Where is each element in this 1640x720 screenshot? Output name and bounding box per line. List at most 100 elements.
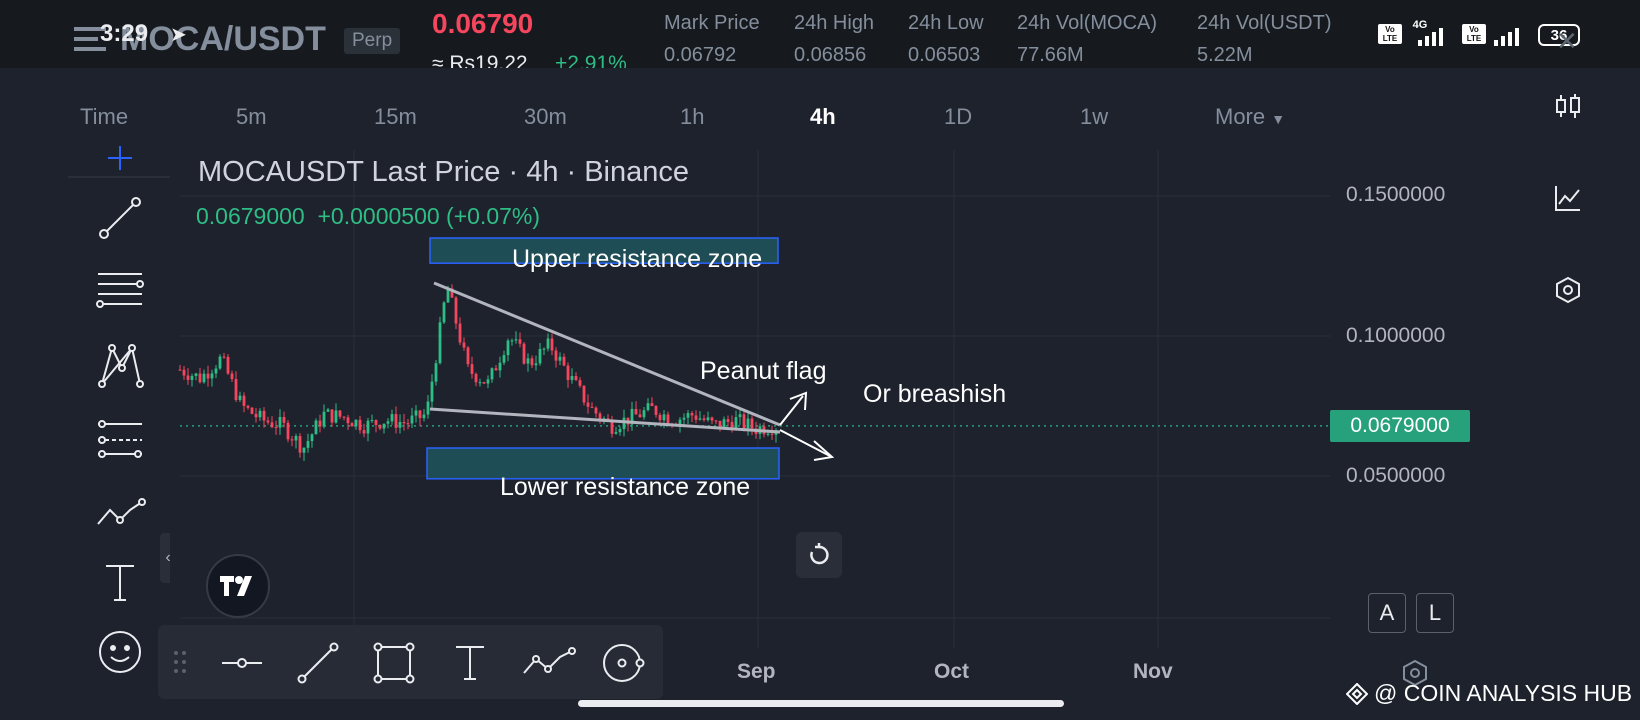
candle-body bbox=[214, 368, 218, 374]
tab-1d[interactable]: 1D bbox=[944, 104, 973, 129]
candle-body bbox=[730, 421, 734, 429]
candle-body bbox=[530, 358, 534, 366]
candle-body bbox=[450, 288, 454, 298]
path-icon[interactable] bbox=[90, 484, 150, 544]
upper-zone-label[interactable]: Upper resistance zone bbox=[512, 245, 763, 273]
lower-trend-line bbox=[429, 407, 781, 434]
candle-body bbox=[710, 417, 714, 421]
candle-body bbox=[454, 297, 458, 324]
text-tool-icon[interactable] bbox=[90, 552, 150, 612]
candle-body bbox=[462, 342, 466, 348]
candle-body bbox=[238, 395, 242, 400]
candle-body bbox=[222, 356, 226, 358]
navigation-arrow-icon: ➤ bbox=[170, 24, 187, 46]
candle-body bbox=[726, 419, 730, 422]
rectangle-icon[interactable] bbox=[372, 641, 416, 690]
stat-value: 0.06792 bbox=[664, 44, 737, 66]
candle-body bbox=[434, 363, 438, 382]
auto-scale-button[interactable]: A bbox=[1368, 593, 1406, 633]
emoji-icon[interactable] bbox=[90, 622, 150, 682]
fib-lines-icon[interactable] bbox=[90, 262, 150, 322]
tab-4h[interactable]: 4h bbox=[810, 104, 836, 129]
candle-body bbox=[642, 410, 646, 418]
settings-hex-icon[interactable] bbox=[1546, 268, 1590, 312]
candle-body bbox=[606, 418, 610, 420]
resistance-zones bbox=[426, 237, 780, 480]
tab-15m[interactable]: 15m bbox=[374, 104, 417, 129]
candle-body bbox=[686, 413, 690, 418]
horizontal-ray-icon[interactable] bbox=[220, 641, 264, 690]
watermark: @ COIN ANALYSIS HUB bbox=[1346, 680, 1632, 707]
tab-1w[interactable]: 1w bbox=[1080, 104, 1109, 129]
price-tick: 0.1500000 bbox=[1346, 183, 1446, 206]
candle-body bbox=[410, 415, 414, 424]
lower-zone-label[interactable]: Lower resistance zone bbox=[500, 473, 751, 501]
time-tick: Sep bbox=[737, 660, 776, 683]
status-time: 3:29 bbox=[100, 20, 149, 47]
stat-value: 5.22M bbox=[1197, 44, 1253, 66]
trend-line-icon[interactable] bbox=[90, 188, 150, 248]
candle-body bbox=[210, 373, 214, 379]
indicators-icon[interactable] bbox=[1546, 176, 1590, 220]
candle-body bbox=[714, 420, 718, 422]
candle-body bbox=[366, 420, 370, 434]
candle-body bbox=[566, 365, 570, 380]
candle-body bbox=[318, 420, 322, 427]
home-indicator[interactable] bbox=[578, 700, 1064, 707]
candle-body bbox=[270, 422, 274, 428]
bullish-arrow bbox=[779, 395, 804, 426]
candle-body bbox=[702, 418, 706, 421]
stat-label: 24h Vol(MOCA) bbox=[1017, 12, 1158, 34]
more-label: More bbox=[1215, 104, 1266, 129]
toolbar-crosshair-icon[interactable] bbox=[68, 142, 172, 178]
candle-body bbox=[402, 421, 406, 424]
reset-chart-button[interactable] bbox=[796, 532, 842, 578]
trend-line-icon[interactable] bbox=[296, 641, 340, 690]
peanut-flag-label[interactable]: Peanut flag bbox=[700, 357, 827, 385]
candle-body bbox=[194, 373, 198, 377]
tab-1h[interactable]: 1h bbox=[680, 104, 705, 129]
drag-handle-icon[interactable] bbox=[172, 649, 188, 680]
path-icon[interactable] bbox=[520, 641, 576, 690]
candle-body bbox=[610, 419, 614, 434]
settings-hex-small-icon[interactable] bbox=[1400, 658, 1430, 693]
candle-body bbox=[514, 339, 518, 341]
candle-body bbox=[614, 432, 618, 434]
tab-time[interactable]: Time bbox=[80, 104, 129, 129]
close-icon[interactable]: ✕ bbox=[1556, 26, 1578, 56]
candle-body bbox=[470, 364, 474, 374]
candle-body bbox=[550, 338, 554, 351]
stat-value: 0.06856 bbox=[794, 44, 867, 66]
candle-body bbox=[418, 410, 422, 419]
pattern-xabcd-icon[interactable] bbox=[90, 336, 150, 396]
tab-more[interactable]: More ▼ bbox=[1215, 104, 1285, 130]
tab-30m[interactable]: 30m bbox=[524, 104, 567, 129]
candle-body bbox=[534, 363, 538, 366]
candle-body bbox=[294, 436, 298, 441]
tradingview-logo[interactable] bbox=[206, 554, 270, 618]
candle-body bbox=[526, 358, 530, 364]
forecast-lines-icon[interactable] bbox=[90, 410, 150, 470]
candle-body bbox=[254, 413, 258, 418]
candle-body bbox=[282, 416, 286, 423]
circle-tool-icon[interactable] bbox=[600, 641, 648, 690]
candle-body bbox=[718, 420, 722, 428]
stat-label: 24h High bbox=[794, 12, 875, 34]
pair-title[interactable]: MOCA/USDT bbox=[120, 20, 326, 58]
candle-body bbox=[390, 414, 394, 422]
candle-body bbox=[398, 421, 402, 428]
text-tool-icon[interactable] bbox=[448, 641, 492, 690]
candle-body bbox=[598, 413, 602, 420]
candle-body bbox=[274, 427, 278, 429]
floating-drawing-toolbar bbox=[158, 625, 663, 699]
candle-body bbox=[494, 368, 498, 371]
candle-body bbox=[634, 408, 638, 415]
candle-body bbox=[482, 382, 486, 384]
menu-icon[interactable] bbox=[74, 26, 106, 52]
candlestick-icon[interactable] bbox=[1546, 84, 1590, 128]
stat-label: 24h Vol(USDT) bbox=[1197, 12, 1332, 34]
log-scale-button[interactable]: L bbox=[1416, 593, 1454, 633]
tab-5m[interactable]: 5m bbox=[236, 104, 267, 129]
bearish-label[interactable]: Or breashish bbox=[863, 380, 1007, 408]
